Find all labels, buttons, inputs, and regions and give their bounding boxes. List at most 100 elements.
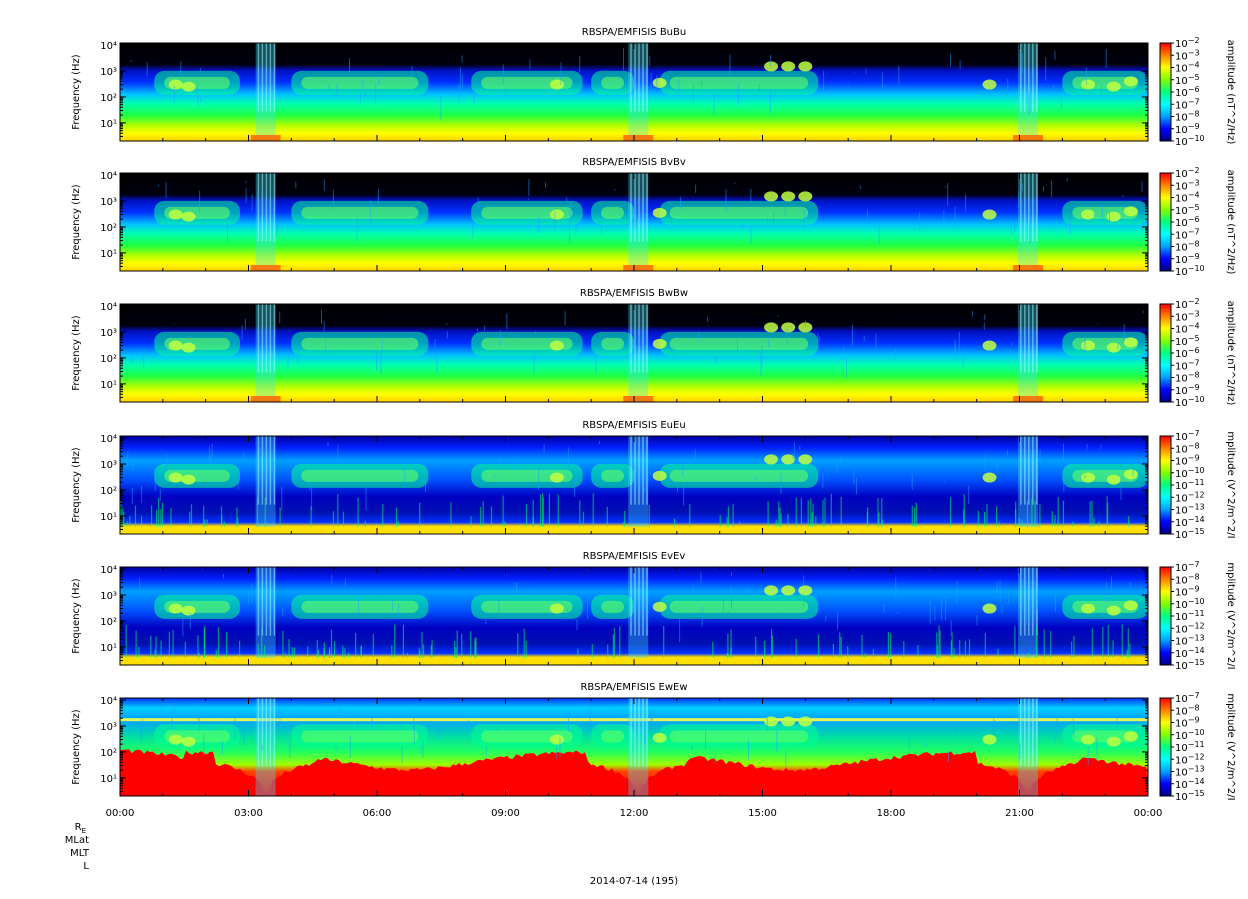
- y-tick-label: 10⁴: [100, 434, 117, 445]
- colorbar: 10−1510−1410−1310−1210−1110−1010−910−810…: [1159, 560, 1236, 672]
- colorbar-tick-label: 10−2: [1175, 166, 1200, 180]
- y-tick-label: 10⁴: [100, 41, 117, 52]
- spectrogram-image: [120, 304, 1148, 402]
- x-tick-label: 15:00: [748, 808, 777, 819]
- colorbar-tick-label: 10−14: [1175, 646, 1205, 660]
- colorbar-tick-label: 10−12: [1175, 752, 1205, 766]
- colorbar-tick-label: 10−9: [1175, 252, 1200, 266]
- x-tick-label: 09:00: [491, 808, 520, 819]
- y-tick-label: 10¹: [100, 643, 117, 654]
- colorbar-tick-label: 10−14: [1175, 777, 1205, 791]
- panel-title: RBSPA/EMFISIS EvEv: [583, 551, 686, 562]
- colorbar-tick-label: 10−15: [1175, 789, 1205, 803]
- colorbar-tick-label: 10−10: [1175, 597, 1205, 611]
- colorbar-tick-label: 10−13: [1175, 503, 1205, 517]
- spectrogram-image: [120, 567, 1148, 665]
- spectrogram-panel: RBSPA/EMFISIS BwBw 10¹ 10² 10³ 10⁴ Frequency …: [71, 288, 1236, 409]
- spectrogram-panel: RBSPA/EMFISIS BuBu 10¹ 10² 10³ 10⁴ Frequency …: [71, 27, 1236, 148]
- y-axis-label: Frequency (Hz): [71, 184, 82, 260]
- colorbar-tick-label: 10−12: [1175, 490, 1205, 504]
- colorbar-tick-label: 10−8: [1175, 110, 1200, 124]
- colorbar-tick-label: 10−5: [1175, 334, 1200, 348]
- colorbar-tick-label: 10−9: [1175, 716, 1200, 730]
- ew-low-frequency-red-band: [120, 749, 1148, 796]
- colorbar-tick-label: 10−10: [1175, 395, 1205, 409]
- colorbar: 10−1510−1410−1310−1210−1110−1010−910−810…: [1159, 691, 1236, 803]
- panel-title: RBSPA/EMFISIS EuEu: [582, 420, 685, 431]
- spectrogram-image: [120, 436, 1148, 534]
- colorbar-tick-label: 10−4: [1175, 191, 1200, 205]
- spectrogram-panel: RBSPA/EMFISIS EwEw 10¹ 10² 10³ 10⁴ Frequency …: [71, 682, 1236, 803]
- y-tick-label: 10²: [100, 223, 117, 234]
- x-tick-label: 03:00: [234, 808, 263, 819]
- y-tick-label: 10³: [100, 197, 117, 208]
- colorbar-tick-label: 10−6: [1175, 215, 1200, 229]
- colorbar-tick-label: 10−5: [1175, 73, 1200, 87]
- colorbar-tick-label: 10−5: [1175, 203, 1200, 217]
- ephem-re: RE: [75, 822, 86, 835]
- y-tick-label: 10⁴: [100, 565, 117, 576]
- y-axis-label: Frequency (Hz): [71, 447, 82, 523]
- spectrogram-panels: RBSPA/EMFISIS BuBu 10¹ 10² 10³ 10⁴ Frequency …: [71, 27, 1236, 803]
- y-axis-label: Frequency (Hz): [71, 709, 82, 785]
- spectrogram-image: [120, 698, 1148, 796]
- y-tick-label: 10³: [100, 591, 117, 602]
- colorbar-tick-label: 10−9: [1175, 454, 1200, 468]
- y-tick-label: 10⁴: [100, 171, 117, 182]
- x-tick-label: 12:00: [620, 808, 649, 819]
- colorbar-label: amplitude (nT^2/Hz): [1225, 40, 1236, 145]
- ephem-l: L: [83, 861, 89, 872]
- x-tick-label: 00:00: [1134, 808, 1163, 819]
- spectrogram-panel: RBSPA/EMFISIS EvEv 10¹ 10² 10³ 10⁴ Frequency …: [71, 551, 1236, 672]
- ephemeris-labels: RE MLat MLT L: [65, 822, 90, 872]
- colorbar-tick-label: 10−7: [1175, 429, 1200, 443]
- colorbar-tick-label: 10−8: [1175, 572, 1200, 586]
- colorbar-label: mplitude (V^2/m^2/I: [1225, 431, 1236, 538]
- y-tick-label: 10¹: [100, 249, 117, 260]
- y-tick-label: 10¹: [100, 380, 117, 391]
- colorbar-tick-label: 10−14: [1175, 515, 1205, 529]
- y-tick-label: 10²: [100, 93, 117, 104]
- colorbar-tick-label: 10−2: [1175, 297, 1200, 311]
- colorbar-tick-label: 10−3: [1175, 309, 1200, 323]
- spectrogram-image: [120, 43, 1148, 141]
- colorbar-tick-label: 10−11: [1175, 609, 1205, 623]
- colorbar-tick-label: 10−9: [1175, 585, 1200, 599]
- colorbar-tick-label: 10−8: [1175, 441, 1200, 455]
- colorbar: 10−1510−1410−1310−1210−1110−1010−910−810…: [1159, 429, 1236, 541]
- colorbar-tick-label: 10−8: [1175, 371, 1200, 385]
- spectrogram-image: [120, 173, 1148, 271]
- y-axis-label: Frequency (Hz): [71, 315, 82, 391]
- colorbar-tick-label: 10−13: [1175, 634, 1205, 648]
- date-label: 2014-07-14 (195): [590, 876, 678, 887]
- y-tick-label: 10⁴: [100, 696, 117, 707]
- colorbar-label: mplitude (V^2/m^2/I: [1225, 693, 1236, 800]
- y-tick-label: 10¹: [100, 774, 117, 785]
- colorbar-tick-label: 10−7: [1175, 358, 1200, 372]
- panel-title: RBSPA/EMFISIS EwEw: [580, 682, 687, 693]
- colorbar-tick-label: 10−4: [1175, 322, 1200, 336]
- y-tick-label: 10¹: [100, 512, 117, 523]
- ephem-mlt: MLT: [70, 848, 90, 859]
- spectrogram-panel: RBSPA/EMFISIS BvBv 10¹ 10² 10³ 10⁴ Frequency …: [71, 157, 1236, 278]
- colorbar-tick-label: 10−12: [1175, 621, 1205, 635]
- x-tick-label: 00:00: [106, 808, 135, 819]
- colorbar-tick-label: 10−9: [1175, 122, 1200, 136]
- ephem-mlat: MLat: [65, 835, 89, 846]
- colorbar-tick-label: 10−6: [1175, 346, 1200, 360]
- y-tick-label: 10²: [100, 748, 117, 759]
- panel-title: RBSPA/EMFISIS BwBw: [580, 288, 688, 299]
- y-axis-label: Frequency (Hz): [71, 578, 82, 654]
- panel-title: RBSPA/EMFISIS BuBu: [582, 27, 686, 38]
- colorbar-tick-label: 10−9: [1175, 383, 1200, 397]
- x-tick-label: 18:00: [877, 808, 906, 819]
- colorbar-tick-label: 10−10: [1175, 134, 1205, 148]
- colorbar-tick-label: 10−11: [1175, 740, 1205, 754]
- colorbar-tick-label: 10−11: [1175, 478, 1205, 492]
- colorbar-tick-label: 10−10: [1175, 728, 1205, 742]
- colorbar-tick-label: 10−8: [1175, 703, 1200, 717]
